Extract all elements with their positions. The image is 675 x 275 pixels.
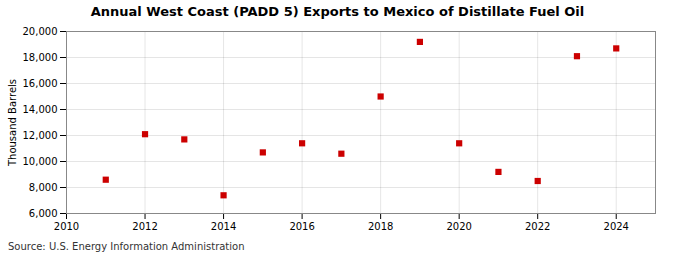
- svg-text:2012: 2012: [132, 221, 157, 232]
- svg-text:12,000: 12,000: [23, 130, 58, 141]
- svg-text:2010: 2010: [54, 221, 79, 232]
- svg-text:16,000: 16,000: [23, 78, 58, 89]
- svg-text:14,000: 14,000: [23, 104, 58, 115]
- svg-text:2022: 2022: [525, 221, 550, 232]
- svg-text:20,000: 20,000: [23, 26, 58, 37]
- svg-text:2016: 2016: [289, 221, 314, 232]
- svg-text:18,000: 18,000: [23, 52, 58, 63]
- svg-text:2020: 2020: [446, 221, 471, 232]
- svg-text:2014: 2014: [211, 221, 236, 232]
- svg-text:2024: 2024: [604, 221, 629, 232]
- svg-text:10,000: 10,000: [23, 156, 58, 167]
- svg-text:2018: 2018: [368, 221, 393, 232]
- svg-text:6,000: 6,000: [29, 208, 58, 219]
- html-text:Source: U.S. Energy Informatio: Source: U.S. Energy Information Administ…: [8, 241, 245, 252]
- html-text:Annual West Coast (PADD 5) Exp: Annual West Coast (PADD 5) Exports to Me…: [90, 4, 585, 19]
- svg-text:8,000: 8,000: [29, 182, 58, 193]
- svg-text:Thousand Barrels: Thousand Barrels: [7, 79, 18, 167]
